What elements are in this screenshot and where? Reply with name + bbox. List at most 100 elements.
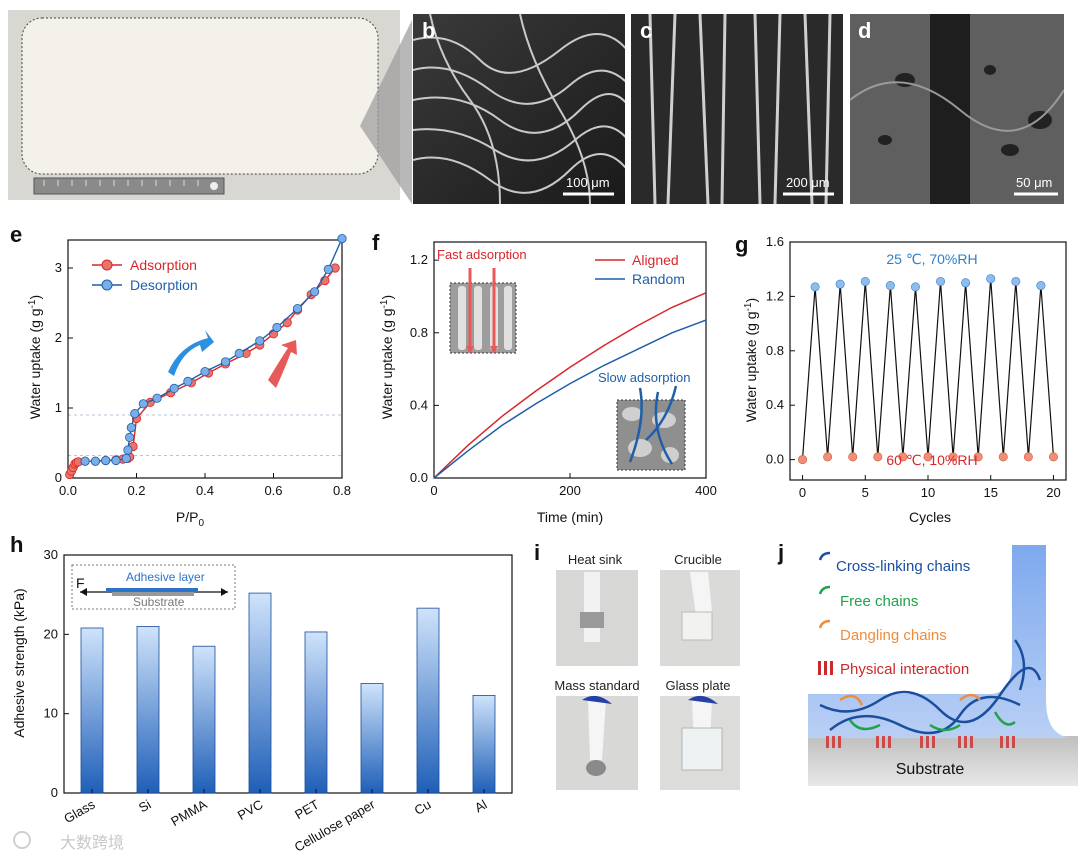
e-xtick-label: 0.6 [264,483,282,498]
e-point-desorption [80,456,90,466]
legend-marker-desorption [101,279,113,291]
panel-label-g: g [735,232,748,257]
cross-linking-icon [818,551,831,561]
g-ytick-label: 1.2 [766,288,784,303]
legend-f: Aligned Random [595,252,685,287]
panel-label-j: j [777,540,784,565]
ylabel-g: Water uptake (g g-1) [743,298,759,422]
force-label: F [76,575,85,591]
e-point-desorption [255,336,265,346]
e-point-desorption [123,445,133,455]
panel-i: i Heat sink Crucible Mass standard Glass… [534,540,740,790]
panel-c: c 200 μm [631,14,843,204]
e-point-desorption [152,393,162,403]
polymer-network [819,639,1042,735]
legend-label-desorption: Desorption [130,277,198,293]
legend-label-random: Random [632,271,685,287]
random-structure-inset [616,385,686,471]
h-bar-glass [80,627,104,794]
caption-heat-sink: Heat sink [568,552,623,567]
ylabel-h: Adhesive strength (kPa) [11,588,27,737]
e-point-desorption [220,357,231,367]
g-point-high [986,274,996,284]
g-point-high [810,282,820,292]
g-point-low [998,452,1008,462]
caption-glass-plate: Glass plate [665,678,730,693]
g-xtick-label: 20 [1046,485,1060,500]
slow-adsorption-label: Slow adsorption [598,370,691,385]
sem-image-b [413,14,625,204]
h-plot-frame [63,554,513,794]
h-xtick-label: Al [472,797,490,816]
chart-f: 0 200 400 0.0 0.4 0.8 1.2 [410,241,717,498]
h-ytick-label: 10 [44,706,58,721]
h-ytick-label: 0 [51,785,58,800]
g-plot-frame [789,241,1067,481]
g-point-low [798,455,808,465]
f-series-line-aligned [433,292,707,479]
panel-label-f: f [372,230,380,255]
e-point-desorption [138,399,148,409]
annotation-low-humidity: 60 ℃, 10%RH [886,452,977,468]
panel-e: e 0.0 0.2 0.4 0.6 0.8 0 1 2 3 P/P0 Water uptake … [10,222,351,529]
e-point-desorption [309,287,320,297]
e-point-desorption [323,264,333,274]
g-point-high [1011,276,1021,286]
f-xtick-label: 400 [695,483,717,498]
physical-interaction-icon [818,661,833,675]
h-xtick-label: PMMA [168,796,210,829]
f-ytick-label: 1.2 [410,252,428,267]
panel-label-b: b [422,18,435,43]
e-point-desorption [101,455,111,466]
physical-interaction-marks [826,736,1015,748]
g-ytick-label: 1.6 [766,234,784,249]
adhesive-layer-label: Adhesive layer [126,570,205,584]
g-point-low [948,452,958,462]
legend-dangling-chains: Dangling chains [840,627,947,644]
fast-adsorption-label: Fast adsorption [437,247,527,262]
legend-cross-linking: Cross-linking chains [836,558,970,575]
f-xtick-label: 0 [430,483,437,498]
e-point-desorption [200,366,210,377]
g-xtick-label: 0 [799,485,806,500]
e-xtick-label: 0.0 [59,483,77,498]
ylabel-f: Water uptake (g g-1) [379,295,395,419]
g-point-low [923,452,933,462]
aligned-structure-inset [449,268,517,354]
e-xtick-label: 0.8 [333,483,351,498]
h-bar-cu [416,607,440,794]
f-series-line-random [433,319,707,479]
e-point-desorption [90,456,101,466]
caption-mass-standard: Mass standard [554,678,639,693]
chart-e: 0.0 0.2 0.4 0.6 0.8 0 1 2 3 [55,234,351,498]
ylabel-e: Water uptake (g g-1) [27,295,43,419]
f-xtick-label: 200 [559,483,581,498]
g-ytick-label: 0.8 [766,343,784,358]
substrate-label: Substrate [896,761,965,778]
g-xtick-label: 15 [983,485,997,500]
e-point-desorption [111,455,121,466]
e-xtick-label: 0.4 [196,483,214,498]
panel-b: b 100 μm [413,14,625,204]
h-xtick-label: PVC [235,797,266,823]
h-xtick-label: PET [292,797,321,823]
adhesion-inset: F Adhesive layer Substrate [71,564,236,610]
g-point-high [885,281,895,291]
g-point-high [860,276,870,286]
g-point-high [936,276,946,286]
h-ytick-label: 30 [44,547,58,562]
e-ytick-label: 0 [55,470,62,485]
g-xtick-label: 5 [862,485,869,500]
e-point-desorption [125,432,135,442]
h-bar-pmma [192,645,216,794]
e-series-line-desorption [85,238,343,462]
h-bar-pvc [248,592,272,794]
e-point-desorption [337,234,347,244]
g-point-low [848,452,858,462]
e-point-adsorption [282,317,292,328]
g-point-low [873,452,883,462]
legend-marker-adsorption [101,259,113,271]
chart-g: 0 5 10 15 20 0.0 0.4 0.8 1.2 1.6 [766,234,1067,500]
